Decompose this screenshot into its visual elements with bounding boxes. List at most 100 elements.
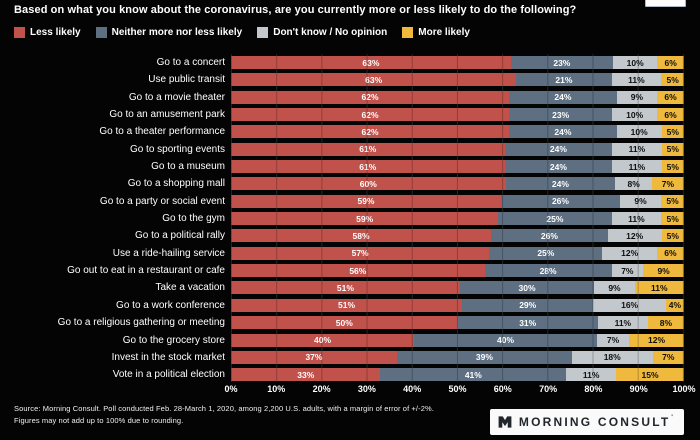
morning-consult-logo: MORNING CONSULT' <box>489 409 684 435</box>
bar-segment-don-t-know-no-opinion[interactable]: 7% <box>597 333 630 347</box>
bar-stack: 62% 24% 9% 6% <box>231 90 684 104</box>
bar-stack: 62% 23% 10% 6% <box>231 108 684 122</box>
bar-segment-less-likely[interactable]: 63% <box>231 73 517 87</box>
x-axis-tick: 50% <box>448 384 467 394</box>
bar-segment-don-t-know-no-opinion[interactable]: 11% <box>611 212 662 226</box>
bar-segment-more-likely[interactable]: 8% <box>647 316 684 330</box>
bar-segment-neither-more-nor-less-likely[interactable]: 28% <box>484 264 612 278</box>
bar-segment-more-likely[interactable]: 7% <box>651 177 684 191</box>
bar-segment-more-likely[interactable]: 9% <box>643 264 684 278</box>
bar-segment-more-likely[interactable]: 7% <box>652 350 684 364</box>
bar-segment-more-likely[interactable]: 5% <box>661 142 684 156</box>
bar-segment-neither-more-nor-less-likely[interactable]: 25% <box>498 212 612 226</box>
bar-segment-less-likely[interactable]: 40% <box>231 333 415 347</box>
bar-stack: 33% 41% 11% 15% <box>231 368 684 382</box>
bar-segment-less-likely[interactable]: 57% <box>231 246 490 260</box>
bar-segment-more-likely[interactable]: 5% <box>661 229 684 243</box>
bar-segment-more-likely[interactable]: 6% <box>657 90 684 104</box>
bar-segment-don-t-know-no-opinion[interactable]: 7% <box>611 264 644 278</box>
bar-segment-less-likely[interactable]: 33% <box>231 368 381 382</box>
bar-segment-don-t-know-no-opinion[interactable]: 10% <box>616 125 662 139</box>
bar-segment-more-likely[interactable]: 4% <box>665 298 684 312</box>
bar-segment-neither-more-nor-less-likely[interactable]: 24% <box>509 90 617 104</box>
bar-segment-more-likely[interactable]: 15% <box>616 368 684 382</box>
bar-segment-don-t-know-no-opinion[interactable]: 11% <box>597 316 648 330</box>
bar-segment-more-likely[interactable]: 5% <box>661 212 684 226</box>
segment-value-label: 24% <box>551 178 569 189</box>
bar-segment-don-t-know-no-opinion[interactable]: 11% <box>566 368 617 382</box>
segment-value-label: 51% <box>336 282 354 293</box>
bar-segment-more-likely[interactable]: 5% <box>661 73 684 87</box>
segment-value-label: 8% <box>627 178 640 189</box>
bar-segment-don-t-know-no-opinion[interactable]: 11% <box>612 160 662 174</box>
bar-segment-more-likely[interactable]: 6% <box>656 246 684 260</box>
bar-segment-don-t-know-no-opinion[interactable]: 10% <box>612 56 658 69</box>
bar-segment-less-likely[interactable]: 50% <box>231 316 458 330</box>
bar-segment-less-likely[interactable]: 62% <box>231 108 510 122</box>
segment-value-label: 40% <box>497 335 515 345</box>
bar-segment-don-t-know-no-opinion[interactable]: 16% <box>593 298 666 312</box>
bar-segment-neither-more-nor-less-likely[interactable]: 41% <box>380 368 567 382</box>
bar-segment-don-t-know-no-opinion[interactable]: 9% <box>619 194 662 208</box>
bar-segment-less-likely[interactable]: 51% <box>231 281 460 295</box>
bar-segment-less-likely[interactable]: 61% <box>231 160 505 174</box>
bar-segment-less-likely[interactable]: 60% <box>231 177 506 191</box>
segment-value-label: 12% <box>647 335 665 345</box>
chart-row: Go to a movie theater 62% 24% 9% 6% <box>14 90 684 104</box>
legend-swatch-more-likely <box>402 27 414 38</box>
bar-segment-don-t-know-no-opinion[interactable]: 9% <box>616 90 658 104</box>
category-label: Go to a theater performance <box>99 126 225 138</box>
chart-row: Use a ride-hailing service 57% 25% 12% 6% <box>14 246 684 260</box>
bar-segment-more-likely[interactable]: 6% <box>657 56 684 69</box>
bar-segment-less-likely[interactable]: 59% <box>231 194 501 208</box>
bar-segment-less-likely[interactable]: 51% <box>231 298 463 312</box>
bar-segment-less-likely[interactable]: 56% <box>231 264 485 278</box>
bar-segment-neither-more-nor-less-likely[interactable]: 40% <box>414 333 598 347</box>
bar-segment-neither-more-nor-less-likely[interactable]: 24% <box>504 160 613 174</box>
bar-segment-neither-more-nor-less-likely[interactable]: 24% <box>509 125 617 139</box>
bar-segment-more-likely[interactable]: 5% <box>661 194 684 208</box>
bar-segment-less-likely[interactable]: 62% <box>231 125 510 139</box>
partial-tooltip-box[interactable] <box>645 0 686 7</box>
bar-segment-neither-more-nor-less-likely[interactable]: 26% <box>500 194 620 208</box>
segment-value-label: 7% <box>661 178 675 189</box>
bar-segment-more-likely[interactable]: 6% <box>657 108 684 122</box>
bar-segment-neither-more-nor-less-likely[interactable]: 24% <box>505 177 616 191</box>
bar-segment-less-likely[interactable]: 58% <box>231 229 492 243</box>
bar-segment-less-likely[interactable]: 62% <box>231 90 510 104</box>
bar-stack: 62% 24% 10% 5% <box>231 125 684 139</box>
bar-segment-don-t-know-no-opinion[interactable]: 12% <box>602 246 657 260</box>
bar-segment-more-likely[interactable]: 5% <box>661 160 684 174</box>
bar-segment-don-t-know-no-opinion[interactable]: 10% <box>612 108 658 122</box>
bar-segment-neither-more-nor-less-likely[interactable]: 31% <box>457 316 598 330</box>
bar-segment-neither-more-nor-less-likely[interactable]: 21% <box>516 73 612 87</box>
bar-segment-neither-more-nor-less-likely[interactable]: 23% <box>509 108 613 122</box>
bar-segment-more-likely[interactable]: 5% <box>661 125 684 139</box>
bar-segment-less-likely[interactable]: 63% <box>231 56 511 69</box>
chart-row: Take a vacation 51% 30% 9% 11% <box>14 281 684 295</box>
bar-segment-neither-more-nor-less-likely[interactable]: 24% <box>504 142 613 156</box>
bar-segment-don-t-know-no-opinion[interactable]: 11% <box>611 73 662 87</box>
bar-segment-don-t-know-no-opinion[interactable]: 8% <box>615 177 652 191</box>
bar-stack: 58% 26% 12% 5% <box>231 229 684 243</box>
bar-segment-don-t-know-no-opinion[interactable]: 11% <box>612 142 662 156</box>
bar-segment-less-likely[interactable]: 37% <box>231 350 397 364</box>
bar-segment-neither-more-nor-less-likely[interactable]: 26% <box>491 229 608 243</box>
bar-segment-neither-more-nor-less-likely[interactable]: 23% <box>510 56 613 69</box>
bar-segment-neither-more-nor-less-likely[interactable]: 25% <box>489 246 603 260</box>
bar-segment-don-t-know-no-opinion[interactable]: 18% <box>571 350 653 364</box>
bar-segment-neither-more-nor-less-likely[interactable]: 39% <box>396 350 572 364</box>
bar-segment-don-t-know-no-opinion[interactable]: 9% <box>594 281 635 295</box>
bar-segment-less-likely[interactable]: 61% <box>231 142 505 156</box>
bar-segment-less-likely[interactable]: 59% <box>231 212 499 226</box>
bar-segment-more-likely[interactable]: 12% <box>629 333 684 347</box>
segment-value-label: 6% <box>664 109 677 120</box>
segment-value-label: 12% <box>621 248 639 259</box>
bar-segment-don-t-know-no-opinion[interactable]: 12% <box>607 229 662 243</box>
bar-segment-neither-more-nor-less-likely[interactable]: 29% <box>462 298 594 312</box>
segment-value-label: 11% <box>651 282 668 293</box>
bar-segment-more-likely[interactable]: 11% <box>634 281 684 295</box>
bar-segment-neither-more-nor-less-likely[interactable]: 30% <box>459 281 595 295</box>
bar-rows: Go to a concert 63% 23% 10% 6% Use public tra… <box>14 56 684 382</box>
category-label: Go to the gym <box>162 213 225 225</box>
